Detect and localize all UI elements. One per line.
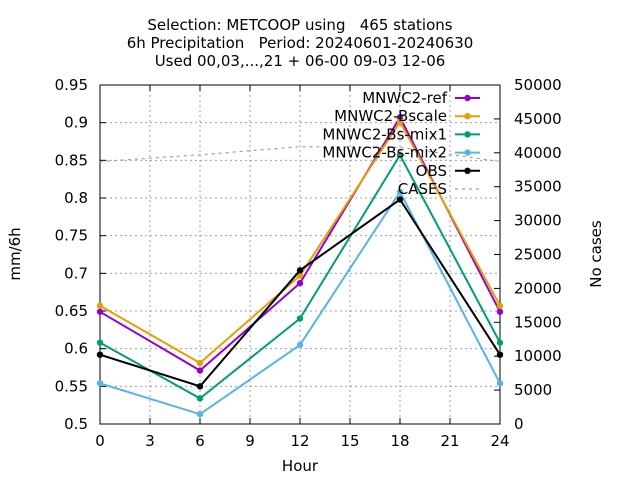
y-tick-label: 0.75 xyxy=(55,227,88,245)
y2-tick-label: 30000 xyxy=(514,212,562,230)
data-point-obs xyxy=(96,351,104,358)
x-tick-label: 18 xyxy=(390,432,409,450)
x-axis: 0 3 6 9 12 15 18 21 24 xyxy=(95,85,510,450)
x-tick-label: 21 xyxy=(440,432,459,450)
chart-title: Selection: METCOOP using 465 stations 6h… xyxy=(127,16,474,70)
y2-tick-label: 50000 xyxy=(514,76,562,94)
y2-axis-label: No cases xyxy=(587,220,605,288)
data-point-mnwc2-bs-mix2 xyxy=(396,188,404,196)
legend-label-mnwc2-ref: MNWC2-ref xyxy=(362,89,447,107)
x-tick-label: 24 xyxy=(490,432,509,450)
data-point-mnwc2-bscale xyxy=(496,302,504,309)
title-line-3: Used 00,03,...,21 + 06-00 09-03 12-06 xyxy=(155,52,446,70)
y-axis: 0.5 0.55 0.6 0.65 0.7 0.75 0.8 0.85 0.9 0.95 xyxy=(55,76,106,433)
y2-tick-label: 35000 xyxy=(514,178,562,196)
data-point-obs xyxy=(396,196,404,203)
y-tick-label: 0.85 xyxy=(55,151,88,169)
y2-tick-label: 25000 xyxy=(514,246,562,264)
x-tick-label: 3 xyxy=(145,432,155,450)
y2-tick-label: 0 xyxy=(514,415,524,433)
y-tick-label: 0.9 xyxy=(64,114,88,132)
data-point-mnwc2-bs-mix1 xyxy=(196,395,204,402)
data-point-mnwc2-bs-mix2 xyxy=(496,380,504,387)
data-point-mnwc2-ref xyxy=(496,308,504,315)
y2-axis: 0 5000 10000 15000 20000 25000 30000 35000 40000… xyxy=(494,76,562,433)
x-tick-label: 15 xyxy=(340,432,359,450)
data-point-mnwc2-bs-mix1 xyxy=(96,339,104,346)
data-point-mnwc2-bs-mix2 xyxy=(96,380,104,387)
y2-tick-label: 45000 xyxy=(514,110,562,128)
data-point-mnwc2-ref xyxy=(296,279,304,287)
y2-tick-label: 10000 xyxy=(514,347,562,365)
y2-tick-label: 40000 xyxy=(514,144,562,162)
grid xyxy=(100,85,500,424)
data-point-obs xyxy=(496,351,504,358)
data-point-mnwc2-bscale xyxy=(96,302,104,309)
legend: MNWC2-refMNWC2-BscaleMNWC2-Bs-mix1MNWC2-… xyxy=(322,89,480,198)
data-point-mnwc2-bs-mix1 xyxy=(396,151,404,159)
data-point-mnwc2-ref xyxy=(196,367,204,374)
legend-marker-mnwc2-ref xyxy=(464,94,471,102)
data-point-mnwc2-bs-mix2 xyxy=(296,341,304,349)
title-line-1: Selection: METCOOP using 465 stations xyxy=(147,16,452,34)
y2-tick-label: 5000 xyxy=(514,381,552,399)
legend-label-obs: OBS xyxy=(416,162,447,180)
legend-label-mnwc2-bscale: MNWC2-Bscale xyxy=(334,107,447,125)
y-axis-label: mm/6h xyxy=(6,227,24,280)
data-point-mnwc2-ref xyxy=(396,114,404,121)
legend-marker-mnwc2-bscale xyxy=(464,113,471,120)
x-tick-label: 6 xyxy=(195,432,205,450)
legend-marker-mnwc2-bs-mix2 xyxy=(464,149,471,156)
data-point-mnwc2-bs-mix1 xyxy=(296,315,304,322)
y-tick-label: 0.8 xyxy=(64,189,88,207)
x-axis-label: Hour xyxy=(282,457,319,475)
y-tick-label: 0.5 xyxy=(64,415,88,433)
data-point-obs xyxy=(196,383,204,390)
data-point-mnwc2-ref xyxy=(96,308,104,315)
y-tick-label: 0.6 xyxy=(64,340,88,358)
y-tick-label: 0.65 xyxy=(55,302,88,320)
y2-tick-label: 20000 xyxy=(514,279,562,297)
series-line-obs xyxy=(99,198,501,388)
y-tick-label: 0.95 xyxy=(55,76,88,94)
data-point-mnwc2-bs-mix1 xyxy=(496,339,504,346)
x-tick-label: 12 xyxy=(290,432,309,450)
title-line-2: 6h Precipitation Period: 20240601-202406… xyxy=(127,34,474,52)
x-tick-label: 0 xyxy=(95,432,105,450)
y-tick-label: 0.7 xyxy=(64,264,88,282)
data-point-obs xyxy=(296,267,304,274)
data-point-mnwc2-bscale xyxy=(396,118,404,126)
series-layer xyxy=(96,114,504,418)
legend-marker-mnwc2-bs-mix1 xyxy=(464,131,471,138)
legend-label-cases: CASES xyxy=(398,180,447,198)
legend-label-mnwc2-bs-mix1: MNWC2-Bs-mix1 xyxy=(322,125,447,143)
data-point-mnwc2-bscale xyxy=(296,272,304,279)
x-tick-label: 9 xyxy=(245,432,255,450)
data-point-mnwc2-bs-mix2 xyxy=(196,411,204,418)
y-tick-label: 0.55 xyxy=(55,377,88,395)
y2-tick-label: 15000 xyxy=(514,313,562,331)
data-point-mnwc2-bscale xyxy=(196,359,204,367)
legend-marker-obs xyxy=(464,167,471,174)
legend-label-mnwc2-bs-mix2: MNWC2-Bs-mix2 xyxy=(322,144,447,162)
